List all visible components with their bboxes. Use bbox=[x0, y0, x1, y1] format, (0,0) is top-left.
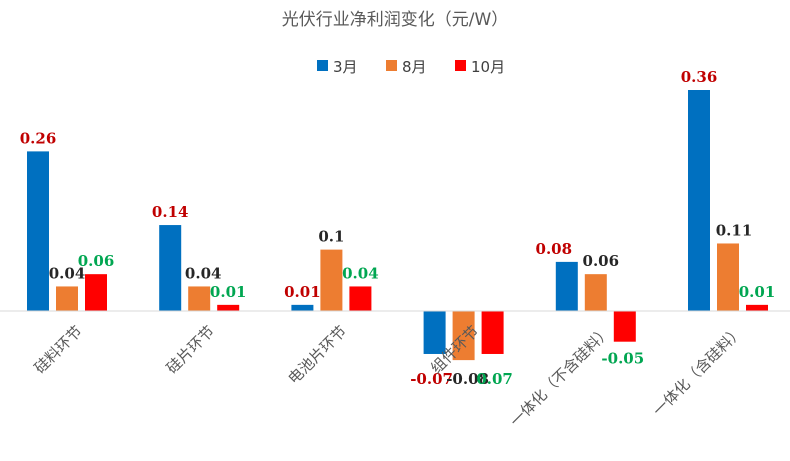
bar-march-2[interactable] bbox=[159, 225, 182, 311]
data-label-march-2: 0.14 bbox=[152, 203, 189, 221]
data-label-october-4: 0.07 bbox=[476, 370, 513, 388]
bar-march-1[interactable] bbox=[27, 151, 49, 311]
data-label-august-5: 0.06 bbox=[583, 252, 620, 270]
data-label-october-1: 0.06 bbox=[78, 252, 115, 270]
data-label-group: 0.260.040.060.140.040.01 0.010.10.04-0.07… bbox=[20, 68, 776, 388]
data-label-october-6: 0.01 bbox=[739, 283, 776, 301]
legend-swatch-march bbox=[317, 60, 328, 71]
legend: 3月 8月 10月 bbox=[317, 58, 505, 76]
bar-august-5[interactable] bbox=[584, 274, 607, 311]
legend-label-march: 3月 bbox=[333, 58, 358, 76]
bar-october-6[interactable] bbox=[746, 304, 768, 311]
legend-label-october: 10月 bbox=[471, 58, 505, 76]
data-label-august-2: 0.04 bbox=[185, 264, 222, 282]
data-label-march-3: 0.01 bbox=[284, 283, 321, 301]
bar-august-1[interactable] bbox=[56, 286, 78, 311]
data-label-october-5: -0.05 bbox=[601, 350, 644, 368]
category-label-group: 硅料环节 硅片环节 电池片环节 组件环节 一体化（不含硅料） 一体化（含硅料） bbox=[31, 322, 747, 430]
data-label-august-3: 0.1 bbox=[318, 228, 344, 246]
bar-august-6[interactable] bbox=[717, 243, 739, 311]
bar-october-4[interactable] bbox=[481, 311, 504, 354]
bar-march-5[interactable] bbox=[555, 261, 578, 311]
category-label-5: 一体化（不含硅料） bbox=[506, 322, 614, 430]
bar-august-3[interactable] bbox=[320, 249, 343, 311]
bar-group bbox=[27, 90, 768, 361]
legend-label-august: 8月 bbox=[402, 58, 427, 76]
data-label-october-2: 0.01 bbox=[210, 283, 247, 301]
category-label-6: 一体化（含硅料） bbox=[649, 322, 747, 420]
category-label-1: 硅料环节 bbox=[31, 322, 86, 377]
data-label-march-1: 0.26 bbox=[20, 129, 57, 147]
bar-august-2[interactable] bbox=[188, 286, 211, 311]
bar-march-4[interactable] bbox=[423, 311, 446, 354]
legend-item-august[interactable]: 8月 bbox=[386, 58, 427, 76]
bar-march-3[interactable] bbox=[291, 304, 314, 311]
legend-swatch-august bbox=[386, 60, 397, 71]
bar-october-3[interactable] bbox=[349, 286, 372, 311]
data-label-march-6: 0.36 bbox=[681, 68, 718, 86]
category-label-3: 电池片环节 bbox=[284, 322, 350, 388]
bar-october-5[interactable] bbox=[613, 311, 636, 342]
bar-october-2[interactable] bbox=[217, 304, 240, 311]
bar-august-4[interactable] bbox=[452, 311, 475, 361]
category-label-2: 硅片环节 bbox=[163, 322, 218, 377]
bar-march-6[interactable] bbox=[688, 90, 710, 311]
data-label-august-1: 0.04 bbox=[49, 264, 86, 282]
data-label-march-5: 0.08 bbox=[536, 240, 573, 258]
legend-item-october[interactable]: 10月 bbox=[455, 58, 505, 76]
data-label-october-3: 0.04 bbox=[342, 264, 379, 282]
legend-swatch-october bbox=[455, 60, 466, 71]
legend-item-march[interactable]: 3月 bbox=[317, 58, 358, 76]
data-label-august-4: -0.08 bbox=[446, 370, 489, 388]
data-label-march-4: -0.07 bbox=[410, 370, 453, 388]
chart-title: 光伏行业净利润变化（元/W） bbox=[282, 10, 509, 30]
data-label-august-6: 0.11 bbox=[716, 221, 753, 239]
bar-october-1[interactable] bbox=[85, 274, 107, 311]
